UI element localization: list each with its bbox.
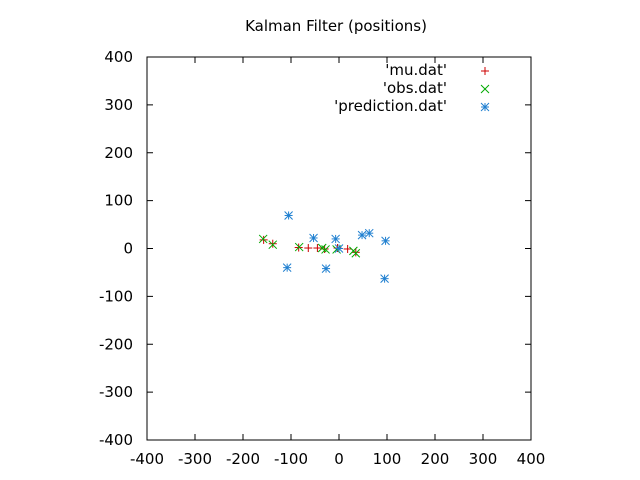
legend-marker [480,102,490,112]
y-tick-label: 200 [104,144,133,162]
x-tick-label: 100 [373,450,402,468]
data-point [381,236,390,246]
y-tick-label: -400 [99,431,133,449]
data-point [321,264,331,273]
x-tick-label: -100 [274,450,308,468]
legend-label: 'obs.dat' [383,79,447,97]
data-point [343,244,352,253]
data-point [313,244,322,253]
data-point [334,244,344,253]
data-point [364,228,374,238]
data-point [268,240,278,250]
data-point [258,234,268,244]
chart-title: Kalman Filter (positions) [245,17,427,35]
data-point [282,263,292,273]
data-point [304,244,313,253]
legend-label: 'mu.dat' [385,61,447,79]
data-point [294,242,304,252]
data-point [309,233,318,243]
y-tick-label: -200 [99,335,133,353]
data-point [380,274,389,284]
data-point [331,234,340,244]
data-point [357,230,367,240]
data-point [268,239,277,248]
x-tick-label: 0 [334,450,344,468]
x-tick-label: 200 [421,450,450,468]
y-tick-label: -300 [99,383,133,401]
x-tick-label: 400 [517,450,546,468]
legend-marker [480,84,490,94]
legend: 'mu.dat''obs.dat''prediction.dat' [334,61,490,115]
x-tick-label: -400 [130,450,164,468]
x-tick-label: 300 [469,450,498,468]
x-tick-label: -300 [178,450,212,468]
data-point [351,248,360,257]
legend-marker [481,67,489,75]
data-point [321,245,330,254]
data-point [351,248,361,258]
y-tick-label: 400 [104,48,133,66]
y-tick-label: 100 [104,192,133,210]
y-tick-label: 300 [104,96,133,114]
y-tick-label: 0 [123,240,133,258]
data-points [258,211,390,284]
x-tick-label: -200 [226,450,260,468]
y-axis: -400 -300 -200 -100 0 100 200 300 400 [99,48,531,449]
data-point [284,211,293,220]
y-tick-label: -100 [99,287,133,305]
x-axis: -400 -300 -200 -100 0 100 200 300 400 [130,57,545,468]
legend-label: 'prediction.dat' [334,97,447,115]
